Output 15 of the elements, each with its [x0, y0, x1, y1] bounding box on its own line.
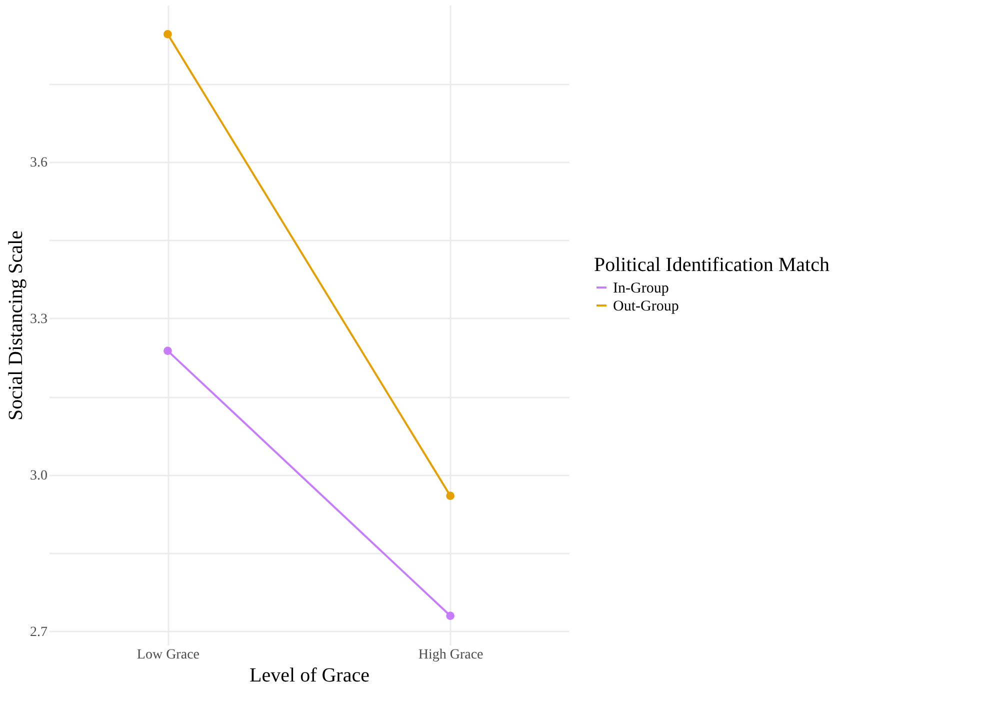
point: [446, 612, 454, 620]
point: [446, 492, 454, 500]
legend-label: Out-Group: [613, 298, 679, 314]
y-axis-title: Social Distancing Scale: [5, 230, 27, 420]
point: [164, 30, 172, 38]
y-tick-label: 3.3: [30, 312, 48, 327]
x-tick-label: Low Grace: [136, 648, 200, 662]
y-tick-label: 2.7: [30, 624, 48, 640]
y-tick-label: 3.0: [30, 468, 48, 484]
legend-title: Political Identification Match: [594, 254, 830, 276]
legend-label: In-Group: [613, 280, 669, 296]
point: [164, 346, 172, 355]
y-tick-label: 3.6: [30, 156, 48, 170]
x-tick-label: High Grace: [418, 648, 484, 662]
x-axis-title: Level of Grace: [250, 664, 370, 686]
